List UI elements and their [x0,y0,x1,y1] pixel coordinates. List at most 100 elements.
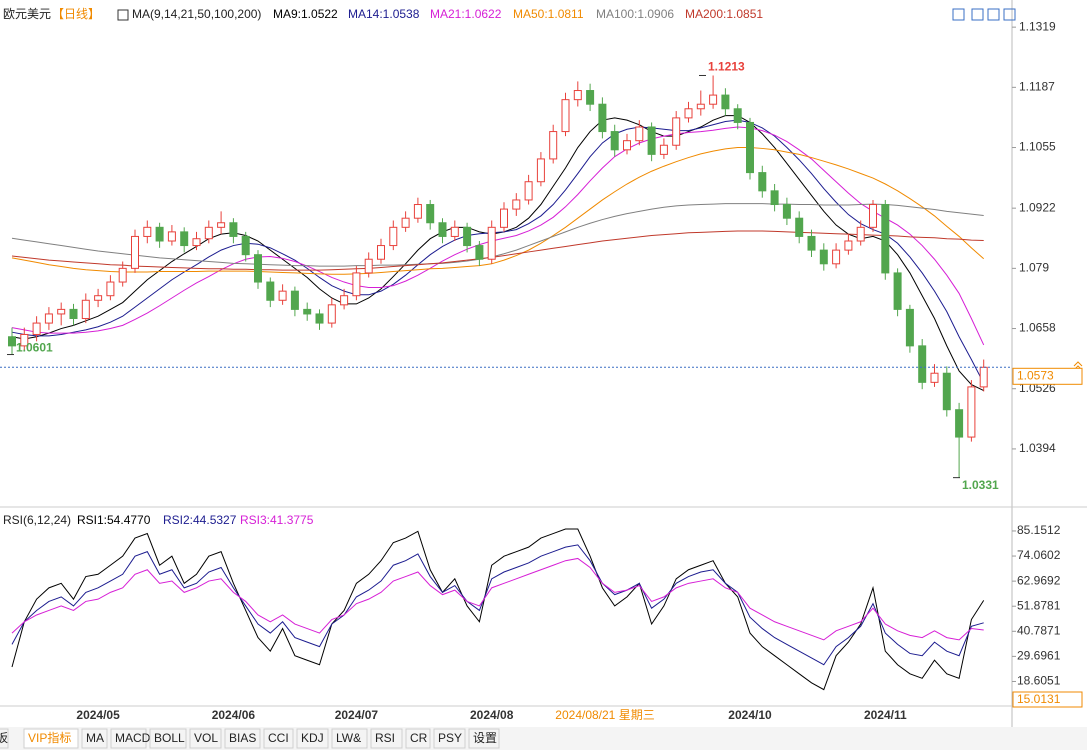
last-value-box [1012,691,1083,708]
candle-body [377,245,385,260]
ma-line [11,119,985,384]
last-price-label: 1.0573 [1017,368,1054,382]
tab[interactable] [405,728,431,749]
tab-label[interactable]: KDJ [301,731,324,745]
candle-body [131,235,139,269]
candle-body [536,158,545,183]
tab-label[interactable]: MA [86,731,104,745]
ma-line [11,126,985,346]
tab[interactable] [189,728,222,749]
icon[interactable] [971,8,984,21]
candle-body [684,108,693,119]
tab-label[interactable]: VOL [194,731,218,745]
annotation: 1.0601 [16,341,53,355]
tab-label[interactable]: BOLL [154,731,185,745]
candle-body [340,295,349,306]
candle-body [44,313,53,324]
candle-body [290,290,299,310]
tab[interactable] [81,728,108,749]
tab-label[interactable]: CR [410,731,428,745]
candle-body [155,226,164,242]
ma-line [11,203,984,267]
tab-label[interactable]: 扳 [0,731,8,745]
ma-line [11,147,985,275]
candle-body [659,144,668,155]
tab-label[interactable]: 设置 [473,731,497,745]
tab[interactable] [263,728,294,749]
candle-body [167,231,176,242]
candle-body [844,240,853,251]
tab-label[interactable]: LW& [336,731,361,745]
y-tick-label: 1.0394 [1019,441,1056,455]
candle-body [389,226,398,247]
tab[interactable] [110,728,147,749]
legend-entry: MA9:1.0522 [273,7,338,21]
tab-label[interactable]: BIAS [229,731,256,745]
x-tick-label: 2024/05 [76,708,120,722]
candle-body [905,308,914,347]
candle-body [401,217,410,228]
x-tick-label: 2024/11 [864,708,907,722]
x-tick-label: 2024/10 [728,708,772,722]
candle-body [217,222,226,228]
tab-label[interactable]: MACD [115,731,151,745]
tab[interactable] [433,728,466,749]
icon[interactable] [1003,8,1016,21]
candle-body [795,217,804,237]
icon[interactable] [987,8,1000,21]
indicator: MA(9,14,21,50,100,200) [132,7,261,21]
candle-body [81,299,90,320]
icon[interactable] [952,8,965,21]
candle-body [20,333,29,347]
y-tick-label: 1.1055 [1019,140,1056,154]
candle-body [610,131,619,151]
candle-body [118,267,127,283]
candle-body [930,372,939,383]
candle-body [94,295,103,301]
y-tick-label: 18.6051 [1017,674,1061,688]
y-tick-label: 1.1187 [1019,80,1055,94]
candle-body [623,140,631,151]
tab[interactable] [0,728,9,749]
candle-body [869,204,877,228]
candle-body [57,308,66,315]
tab[interactable] [331,728,368,749]
tab[interactable] [149,728,187,749]
tab[interactable] [296,728,329,749]
candle-body [69,308,78,320]
candle-body [881,204,890,274]
candle-body [364,258,373,274]
candle-body [746,121,754,174]
period: 【日线】 [52,7,100,21]
candle-body [832,249,841,265]
y-tick-label: 85.1512 [1017,523,1061,537]
tab-label[interactable]: RSI [375,731,395,745]
toolbar-icons [952,8,1016,21]
tab[interactable] [23,728,79,749]
rsi-line [11,557,984,641]
ma-line [11,230,984,271]
candle-body [32,322,41,335]
y-tick-label: 74.0602 [1017,548,1061,562]
candle-body [758,172,767,192]
tab[interactable] [370,728,403,749]
tab-label[interactable]: CCI [268,731,289,745]
candle-body [450,226,459,237]
y-tick-label: 1.0922 [1019,200,1056,214]
checkbox[interactable] [117,9,129,21]
tab-label[interactable]: PSY [438,731,462,745]
candle-body [696,103,705,110]
candle-body [192,238,201,247]
y-tick-label: 40.7871 [1017,623,1061,637]
tab[interactable] [468,728,500,749]
tab[interactable] [224,728,261,749]
x-cursor-label: 2024/08/21 星期三 [555,708,654,722]
tab-label[interactable]: VIP指标 [28,730,71,745]
candle-body [487,226,496,260]
candle-body [856,226,865,242]
candle-body [266,281,275,301]
candle-body [549,131,558,160]
candle-body [463,226,472,247]
